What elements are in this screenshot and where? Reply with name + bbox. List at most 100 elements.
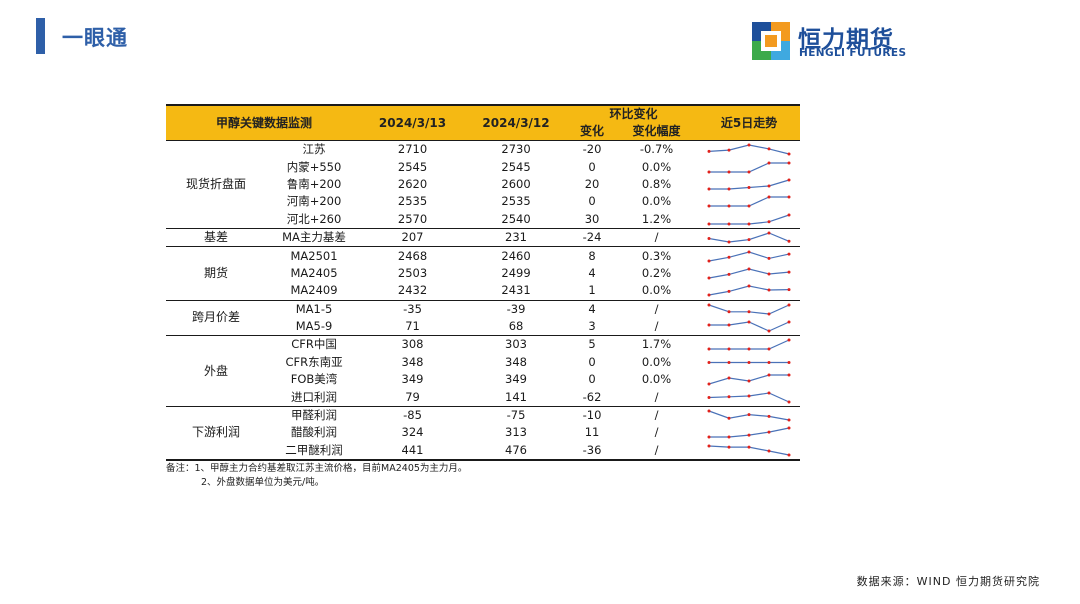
item-name-cell: 甲醛利润 xyxy=(291,408,337,423)
item-name-cell: 内蒙+550 xyxy=(286,159,342,174)
sparkline-point xyxy=(787,213,791,217)
sparkline-point xyxy=(767,195,771,199)
change-cell: 3 xyxy=(569,317,616,337)
trend-sparkline-cell xyxy=(698,210,801,229)
value-date1-cell: 2503 xyxy=(397,265,428,280)
sparkline-point xyxy=(727,290,731,294)
table-notes: 备注：1、甲醇主力合约基差取江苏主流价格，目前MA2405为主力月。 2、外盘数… xyxy=(166,462,467,490)
value-date1-cell: 324 xyxy=(401,425,424,440)
table-row: 内蒙+550 2545 2545 0 0.0% xyxy=(166,158,800,175)
table-row: 醋酸利润 324 313 11 / xyxy=(166,424,800,441)
sparkline-point xyxy=(747,185,751,189)
change-pct-cell: -0.7% xyxy=(639,142,674,157)
sparkline-point xyxy=(727,187,731,191)
sparkline-point xyxy=(767,231,771,235)
value-date2-cell: 141 xyxy=(463,388,570,407)
table-row: 河南+200 2535 2535 0 0.0% xyxy=(166,193,800,210)
sparkline-point xyxy=(767,449,771,453)
sparkline-point xyxy=(727,416,731,420)
sparkline-point xyxy=(727,240,731,244)
change-cell: -62 xyxy=(569,388,616,407)
change-pct-cell: 1.2% xyxy=(615,210,699,229)
value-date2-cell: 2535 xyxy=(501,194,531,209)
trend-sparkline-cell xyxy=(698,265,800,282)
item-name-cell: CFR中国 xyxy=(291,337,337,352)
category-cell: 基差 xyxy=(166,228,266,248)
item-name-cell: 醋酸利润 xyxy=(291,425,337,440)
sparkline-point xyxy=(787,161,791,165)
sparkline-point xyxy=(767,147,771,151)
trend-sparkline-cell xyxy=(698,336,800,354)
sparkline-point xyxy=(787,338,791,342)
sparkline-point xyxy=(787,152,791,156)
sparkline-point xyxy=(727,148,731,152)
sparkline-point xyxy=(707,303,711,307)
sparkline-point xyxy=(707,293,711,297)
change-cell: 5 xyxy=(588,337,596,352)
value-date1-cell: 2432 xyxy=(362,282,464,301)
sparkline-point xyxy=(707,170,711,174)
trend-sparkline xyxy=(707,444,791,457)
value-date1-cell: -85 xyxy=(403,408,422,423)
item-name-cell: 进口利润 xyxy=(266,388,363,407)
trend-sparkline xyxy=(707,231,791,244)
category-cell: 外盘 xyxy=(166,335,266,407)
trend-sparkline xyxy=(707,338,791,351)
trend-sparkline-cell xyxy=(698,193,800,210)
value-date2-cell: 2499 xyxy=(501,265,531,280)
value-date2-cell: -75 xyxy=(506,408,526,423)
table-row: 下游利润 甲醛利润 -85 -75 -10 / xyxy=(166,406,800,462)
sparkline-point xyxy=(767,161,771,165)
trend-sparkline-cell xyxy=(698,300,800,318)
sparkline-point xyxy=(727,376,731,380)
value-date1-cell: 308 xyxy=(401,337,424,352)
sparkline-point xyxy=(787,453,791,457)
change-pct-cell: 0.0% xyxy=(641,354,672,369)
sparkline-point xyxy=(747,360,751,364)
trend-sparkline-cell xyxy=(698,247,800,265)
sparkline-point xyxy=(747,434,751,438)
sparkline-point xyxy=(787,239,791,243)
item-name-cell: 鲁南+200 xyxy=(286,176,342,191)
item-name-cell: 河北+260 xyxy=(266,210,363,229)
header-change-pct: 变化幅度 xyxy=(615,123,699,141)
category-cell: 跨月价差 xyxy=(166,300,266,337)
trend-sparkline-cell xyxy=(698,354,800,371)
trend-sparkline xyxy=(707,161,791,174)
table-row: MA2405 2503 2499 4 0.2% xyxy=(166,265,800,282)
sparkline-point xyxy=(747,310,751,314)
item-name-cell: MA5-9 xyxy=(266,317,363,337)
change-pct-cell: 1.7% xyxy=(641,337,672,352)
value-date2-cell: 476 xyxy=(463,441,570,462)
header-change: 变化 xyxy=(569,123,616,141)
change-cell: 0 xyxy=(588,372,596,387)
sparkline-point xyxy=(747,347,751,351)
item-name-cell: CFR东南亚 xyxy=(285,354,343,369)
value-date2-cell: 2730 xyxy=(501,142,531,157)
sparkline-point xyxy=(707,382,711,386)
change-cell: 11 xyxy=(584,425,600,440)
sparkline-point xyxy=(727,310,731,314)
sparkline-point xyxy=(747,284,751,288)
table-row: 外盘 CFR中国 308 303 5 1.7% xyxy=(166,335,800,407)
change-cell: 30 xyxy=(569,210,616,229)
sparkline-point xyxy=(707,323,711,327)
trend-sparkline-cell xyxy=(698,317,801,337)
value-date1-cell: 2468 xyxy=(397,248,428,263)
value-date2-cell: 231 xyxy=(463,228,570,248)
sparkline-point xyxy=(747,238,751,242)
sparkline-point xyxy=(787,303,791,307)
sparkline-point xyxy=(767,184,771,188)
change-pct-cell: 0.0% xyxy=(641,372,672,387)
change-pct-cell: 0.0% xyxy=(615,282,699,301)
trend-sparkline xyxy=(707,360,791,364)
sparkline-point xyxy=(787,373,791,377)
value-date2-cell: -39 xyxy=(506,301,526,316)
sparkline-point xyxy=(787,270,791,274)
table-row: 现货折盘面 江苏 2710 2730 -20 -0.7% xyxy=(166,140,800,229)
item-name-cell: 二甲醚利润 xyxy=(266,441,363,462)
sparkline-point xyxy=(707,187,711,191)
sparkline-point xyxy=(707,435,711,439)
change-pct-cell: 0.0% xyxy=(641,194,672,209)
value-date1-cell: 79 xyxy=(362,388,464,407)
